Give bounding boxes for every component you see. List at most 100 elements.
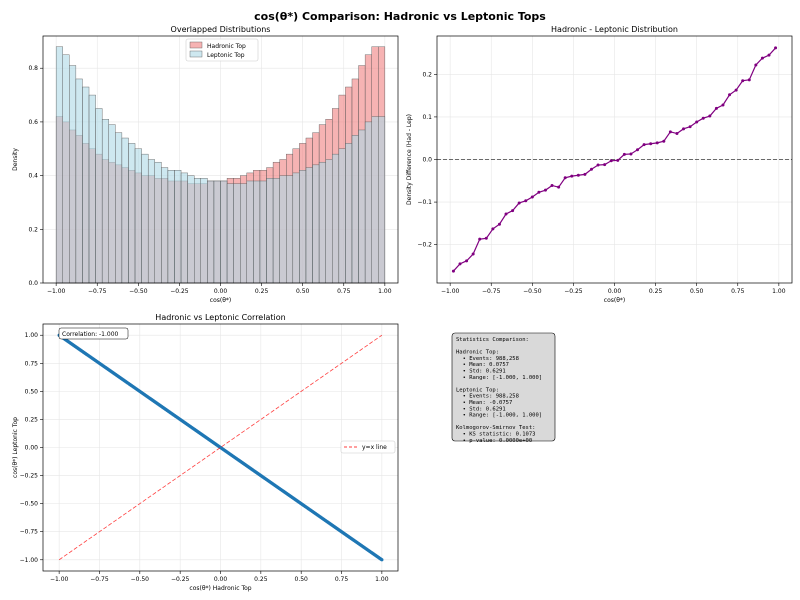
x-axis-label: cos(θ*) <box>210 297 231 304</box>
figure-title: cos(θ*) Comparison: Hadronic vs Leptonic… <box>254 10 546 23</box>
x-tick-label: −0.75 <box>482 288 501 295</box>
legend-label: Hadronic Top <box>207 43 246 50</box>
difference-point <box>741 79 745 83</box>
y-axis-label: Density <box>12 148 19 171</box>
difference-point <box>557 185 561 189</box>
x-axis-label: cos(θ*) <box>604 297 625 304</box>
statistics-line: • Events: 988,258 <box>456 356 519 362</box>
leptonic-bar <box>134 148 142 284</box>
difference-point <box>563 176 567 180</box>
y-tick-label: −0.2 <box>417 242 432 249</box>
leptonic-bar <box>82 86 90 284</box>
leptonic-bar <box>253 180 261 284</box>
difference-point <box>537 190 541 194</box>
x-tick-label: 0.75 <box>731 288 745 295</box>
difference-point <box>576 173 580 177</box>
leptonic-bar <box>115 132 123 284</box>
y-axis-label: cos(θ*) Leptonic Top <box>12 417 19 478</box>
x-tick-label: 1.00 <box>378 288 392 295</box>
legend-swatch <box>189 41 203 49</box>
leptonic-bar <box>371 116 379 284</box>
y-tick-label: 0.8 <box>28 65 38 72</box>
x-tick-label: −0.25 <box>170 288 189 295</box>
x-tick-label: −0.75 <box>88 288 107 295</box>
x-tick-label: 0.00 <box>214 576 228 583</box>
statistics-line: Hadronic Top: <box>456 350 499 356</box>
leptonic-bar <box>194 178 201 284</box>
leptonic-bar <box>187 175 195 284</box>
x-tick-label: 0.50 <box>690 288 704 295</box>
x-tick-label: 1.00 <box>375 576 389 583</box>
difference-point <box>675 132 679 136</box>
difference-point <box>511 209 515 213</box>
statistics-line <box>456 419 459 425</box>
x-tick-label: 0.00 <box>608 288 622 295</box>
leptonic-bar <box>292 172 300 284</box>
difference-point <box>760 56 764 60</box>
scatter-point <box>380 558 384 562</box>
difference-point <box>543 188 547 192</box>
difference-point <box>688 125 692 129</box>
x-tick-label: −0.25 <box>171 576 190 583</box>
y-tick-label: 0.75 <box>25 360 39 367</box>
difference-point <box>609 159 613 163</box>
correlation-panel: −1.00 −0.75 −0.50 −0.25 0.00 0.25 0.50 0.75 1.00… <box>12 313 399 592</box>
difference-point <box>714 106 718 110</box>
leptonic-bar <box>332 153 340 284</box>
x-tick-label: 0.25 <box>649 288 663 295</box>
difference-point <box>484 236 488 240</box>
leptonic-bar <box>259 180 267 284</box>
y-equals-x-line <box>58 334 383 561</box>
x-tick-label: 0.50 <box>296 288 310 295</box>
leptonic-bar <box>62 54 70 284</box>
x-tick-label: −0.50 <box>129 288 148 295</box>
difference-point <box>642 143 646 147</box>
leptonic-bar <box>207 180 215 284</box>
y-axis-label: Density Difference (Had - Lep) <box>406 114 413 205</box>
difference-point <box>734 88 738 92</box>
leptonic-bar <box>161 167 169 284</box>
difference-point <box>471 252 475 256</box>
difference-point <box>754 63 758 67</box>
y-tick-label: −0.1 <box>417 199 432 206</box>
panel-title: Hadronic vs Leptonic Correlation <box>155 313 285 322</box>
difference-point <box>682 127 686 131</box>
difference-point <box>728 93 732 97</box>
x-tick-label: −0.75 <box>90 576 109 583</box>
y-tick-label: 0.0 <box>28 280 38 287</box>
leptonic-bar <box>128 143 136 284</box>
difference-point <box>451 269 455 273</box>
leptonic-bar <box>378 116 386 284</box>
statistics-line: • Range: [-1.000, 1.000] <box>456 375 542 381</box>
x-tick-label: 0.00 <box>214 288 228 295</box>
leptonic-bar <box>75 78 83 284</box>
x-tick-label: 0.75 <box>335 576 349 583</box>
y-tick-label: −0.75 <box>20 529 39 536</box>
leptonic-bar <box>266 178 274 284</box>
y-tick-label: −0.50 <box>20 501 39 508</box>
y-tick-label: 0.00 <box>25 445 39 452</box>
y-tick-label: 1.00 <box>25 332 39 339</box>
y-tick-label: −1.00 <box>20 557 39 564</box>
leptonic-bar <box>108 124 116 284</box>
x-tick-label: −0.50 <box>131 576 150 583</box>
statistics-text: Statistics Comparison: Hadronic Top: • E… <box>456 337 542 444</box>
leptonic-bar <box>88 94 96 284</box>
difference-point <box>616 158 620 162</box>
difference-point <box>530 195 534 199</box>
leptonic-bar <box>318 161 326 284</box>
leptonic-bar <box>121 137 129 284</box>
difference-point <box>636 148 640 152</box>
y-tick-label: 0.2 <box>28 226 38 233</box>
leptonic-bar <box>147 159 155 284</box>
difference-point <box>570 174 574 178</box>
leptonic-bar <box>272 178 280 284</box>
statistics-line: • Range: [-1.000, 1.000] <box>456 413 542 419</box>
difference-point <box>596 163 600 167</box>
x-tick-label: −0.50 <box>523 288 542 295</box>
leptonic-bar <box>213 180 221 284</box>
leptonic-bar <box>299 170 307 284</box>
legend-swatch <box>189 50 203 58</box>
leptonic-bar <box>358 129 366 284</box>
leptonic-bar <box>141 153 149 284</box>
